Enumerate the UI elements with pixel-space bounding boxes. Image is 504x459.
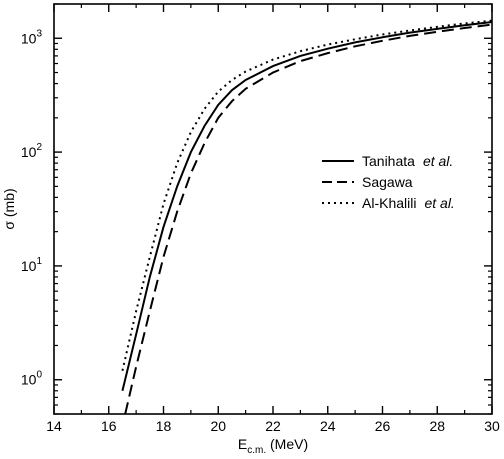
x-axis-title-main: E [238, 436, 247, 452]
x-axis-title-subscript: c.m. [247, 445, 266, 456]
series-line-1 [121, 20, 493, 392]
y-axis-ticks: 100 101 102 103 [21, 3, 492, 415]
x-tick-label: 26 [375, 418, 391, 434]
x-tick-label: 28 [429, 418, 445, 434]
legend-label-1: Tanihata et al. [362, 153, 453, 169]
y-tick-label: 102 [21, 142, 43, 160]
series-line-2 [124, 23, 493, 415]
x-tick-label: 24 [320, 418, 336, 434]
x-axis-ticks: 14 16 18 20 22 24 26 28 30 [46, 4, 500, 434]
x-tick-label: 20 [210, 418, 226, 434]
x-tick-label: 14 [46, 418, 62, 434]
y-tick-label: 101 [21, 256, 43, 274]
y-tick-label: 103 [21, 28, 43, 46]
legend-label-3: Al-Khalili et al. [362, 195, 455, 211]
series-line-3 [121, 19, 493, 371]
x-axis-title: Ec.m. (MeV) [238, 436, 308, 456]
x-axis-title-unit: (MeV) [266, 436, 308, 452]
x-tick-label: 16 [101, 418, 117, 434]
y-tick-label: 100 [21, 370, 43, 388]
x-tick-label: 30 [484, 418, 500, 434]
x-tick-label: 18 [156, 418, 172, 434]
legend: Tanihata et al. Sagawa Al-Khalili et al. [322, 153, 455, 211]
y-axis-title: σ (mb) [1, 188, 17, 229]
series-lines [121, 19, 493, 415]
x-tick-label: 22 [265, 418, 281, 434]
legend-label-2: Sagawa [362, 174, 413, 190]
